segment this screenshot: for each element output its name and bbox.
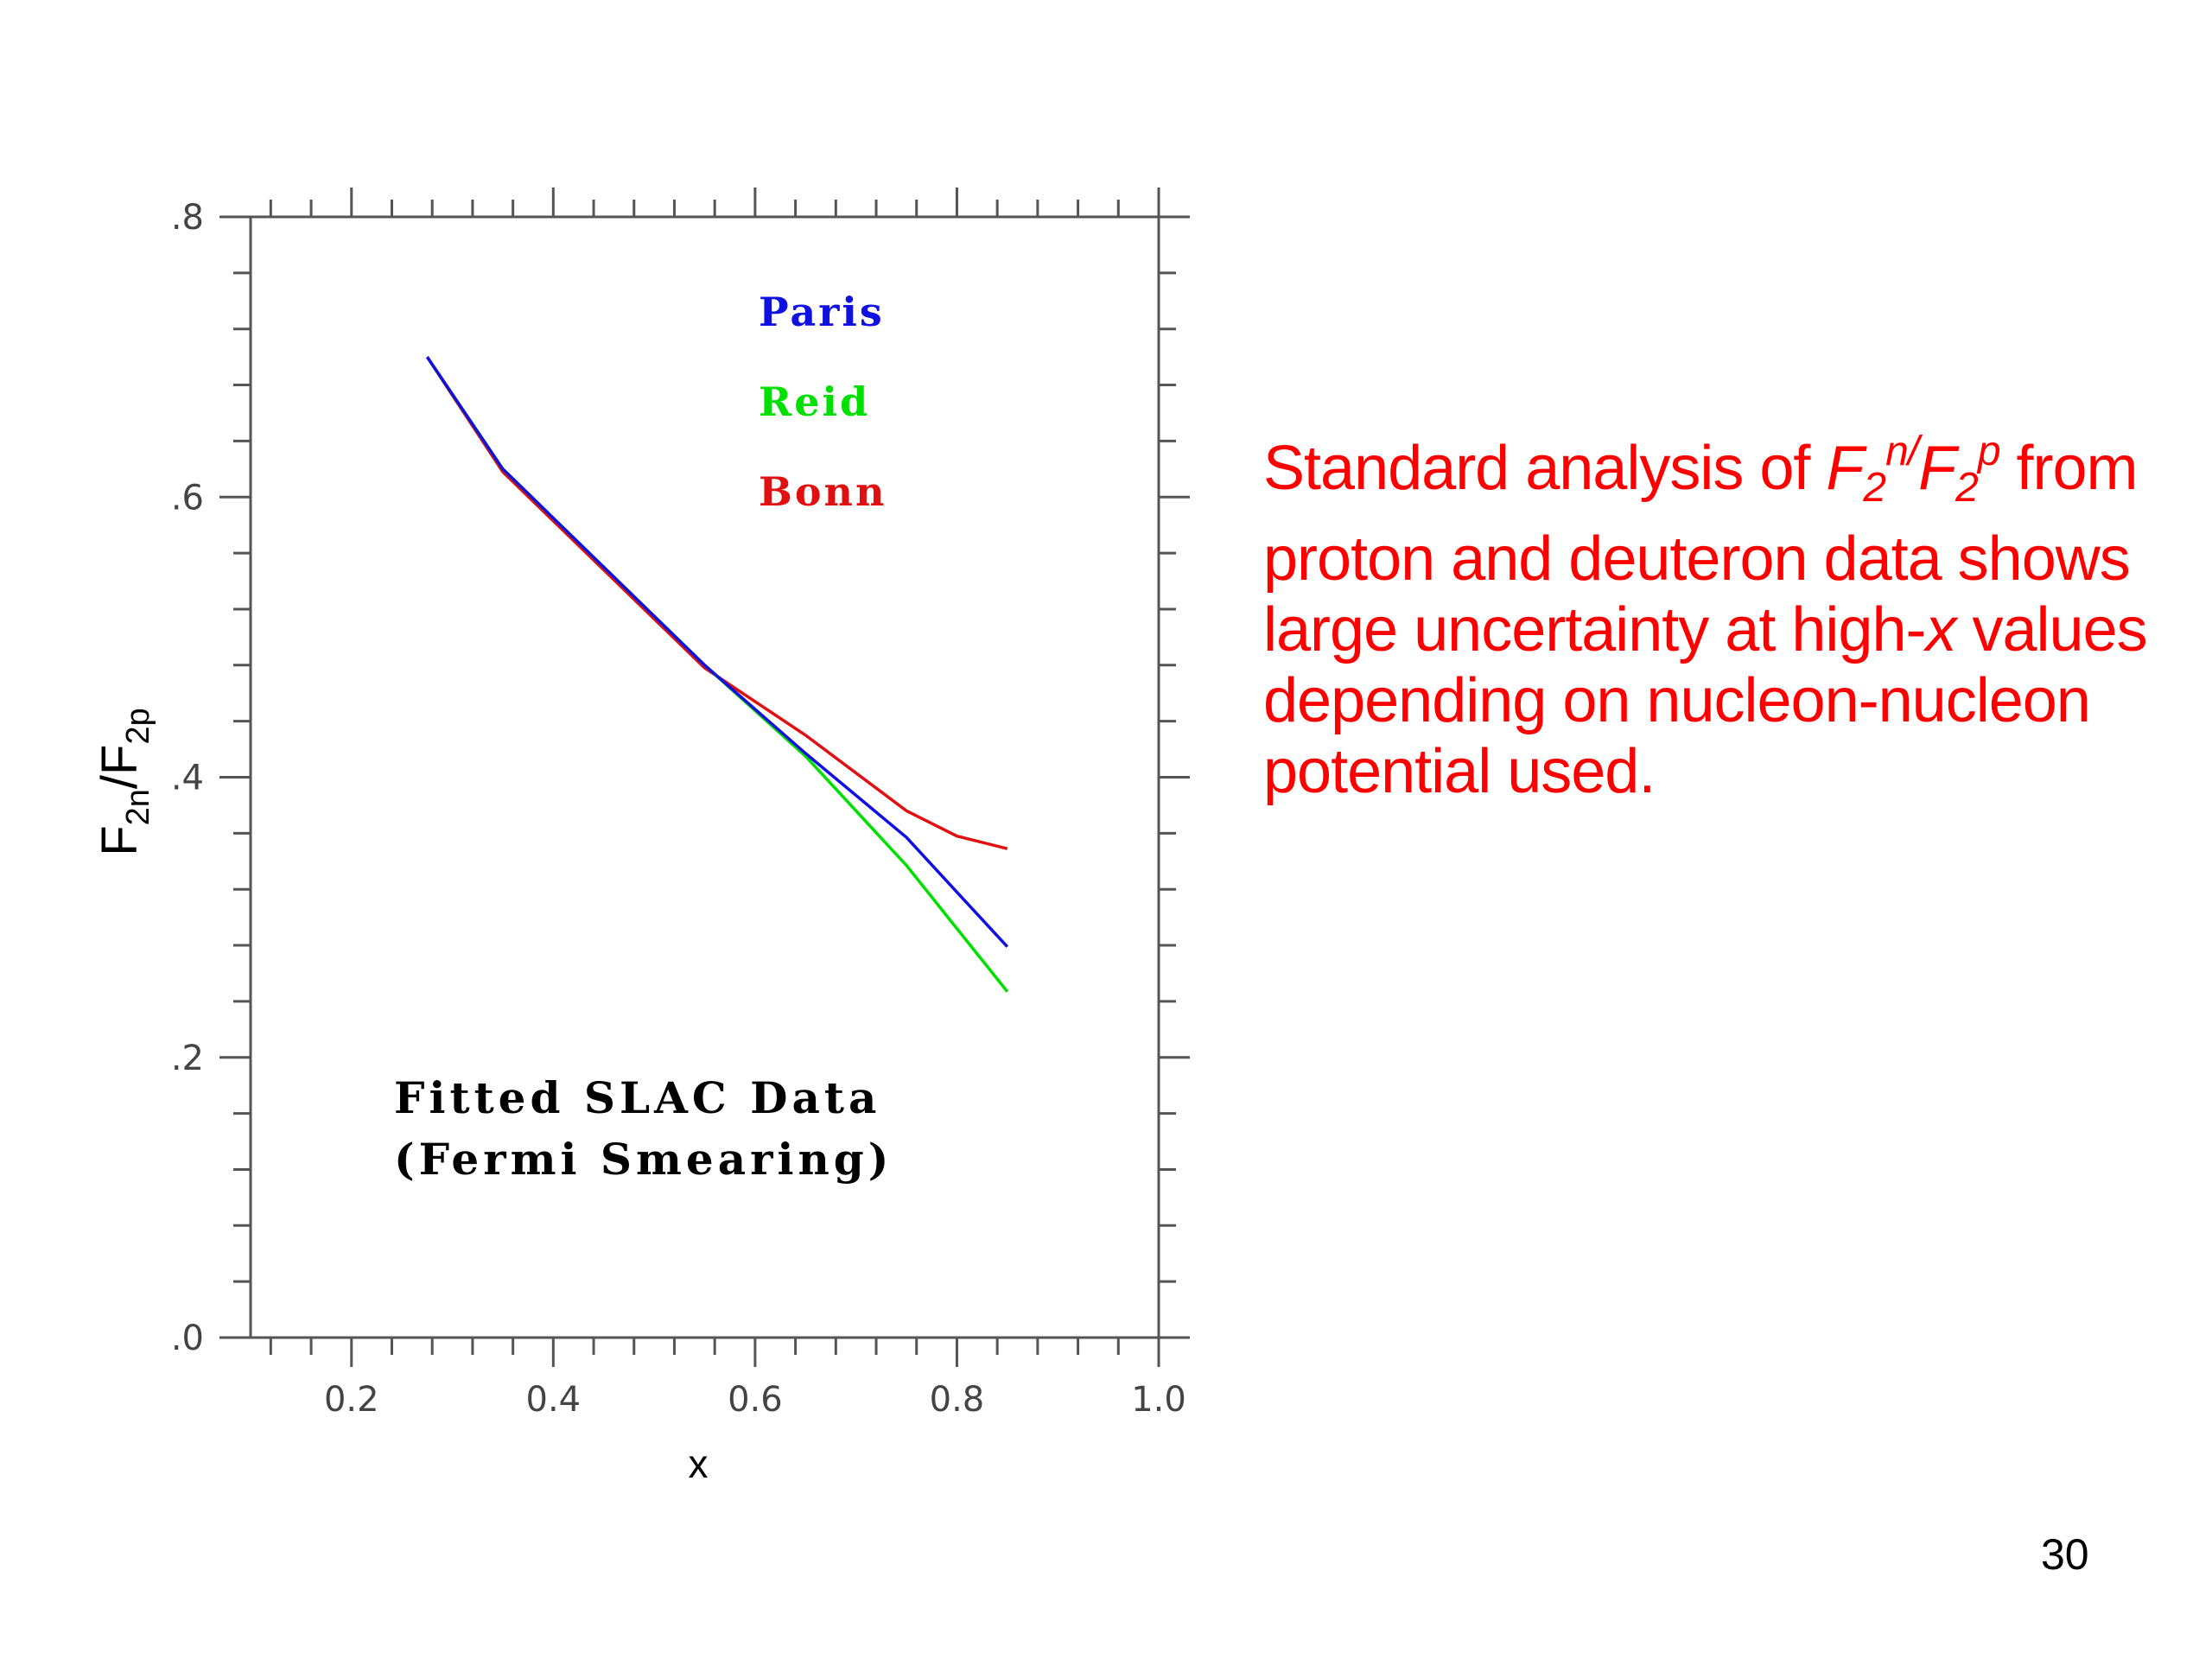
description-line-2: proton and deuteron data shows xyxy=(1263,524,2131,594)
text: n/ xyxy=(1885,429,1919,474)
text: F xyxy=(1826,434,1864,503)
annotation-line-2: (Fermi Smearing) xyxy=(394,1134,893,1185)
x-axis-label: x xyxy=(689,1441,709,1486)
series-line-paris xyxy=(425,356,1009,948)
x-tick-label: 0.6 xyxy=(728,1380,783,1420)
text: 2 xyxy=(1955,465,1979,511)
text: values xyxy=(1955,595,2147,664)
legend-item-reid: Reid xyxy=(759,378,870,425)
text: from xyxy=(1999,434,2139,503)
y-tick-label: .6 xyxy=(171,478,204,518)
legend-item-bonn: Bonn xyxy=(759,468,887,515)
y-tick-label: .0 xyxy=(171,1319,204,1358)
y-axis-label: F2n/F2p xyxy=(92,708,156,856)
description-line-4: depending on nucleon-nucleon xyxy=(1263,666,2091,735)
description-line-5: potential used. xyxy=(1263,737,1656,806)
x-tick-label: 0.4 xyxy=(526,1380,582,1420)
description-line-3: large uncertainty at high-x values xyxy=(1263,594,2148,665)
description-line-1: Standard analysis of F2n/F2p from xyxy=(1263,416,2147,524)
x-tick-label: 0.2 xyxy=(324,1380,379,1420)
y-tick-label: .2 xyxy=(171,1039,204,1078)
axes: 0.2 0.4 0.6 0.8 1.0 .0 .2 .4 .6 .8 xyxy=(171,188,1190,1420)
x-tick-label: 1.0 xyxy=(1131,1380,1186,1420)
legend: Paris Reid Bonn xyxy=(759,289,887,515)
y-tick-label: .4 xyxy=(171,759,204,798)
text: x xyxy=(1925,595,1956,664)
page-number: 30 xyxy=(2041,1530,2089,1579)
series-line-bonn xyxy=(425,356,1008,850)
legend-item-paris: Paris xyxy=(759,289,885,335)
y-tick-label: .8 xyxy=(171,198,204,238)
text: Standard analysis of xyxy=(1263,434,1827,503)
text: 2 xyxy=(1863,465,1886,511)
series-lines xyxy=(425,356,1009,993)
text: p xyxy=(1977,429,2001,474)
text: large uncertainty at high- xyxy=(1263,595,1926,664)
x-tick-label: 0.8 xyxy=(930,1380,985,1420)
text: F xyxy=(1918,434,1956,503)
description-text: Standard analysis of F2n/F2p from proton… xyxy=(1263,416,2148,807)
annotation-line-1: Fitted SLAC Data xyxy=(394,1072,880,1123)
